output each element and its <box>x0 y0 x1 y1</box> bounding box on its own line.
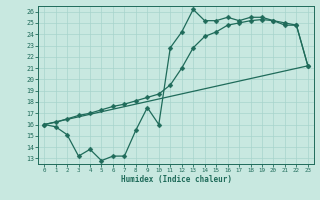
X-axis label: Humidex (Indice chaleur): Humidex (Indice chaleur) <box>121 175 231 184</box>
